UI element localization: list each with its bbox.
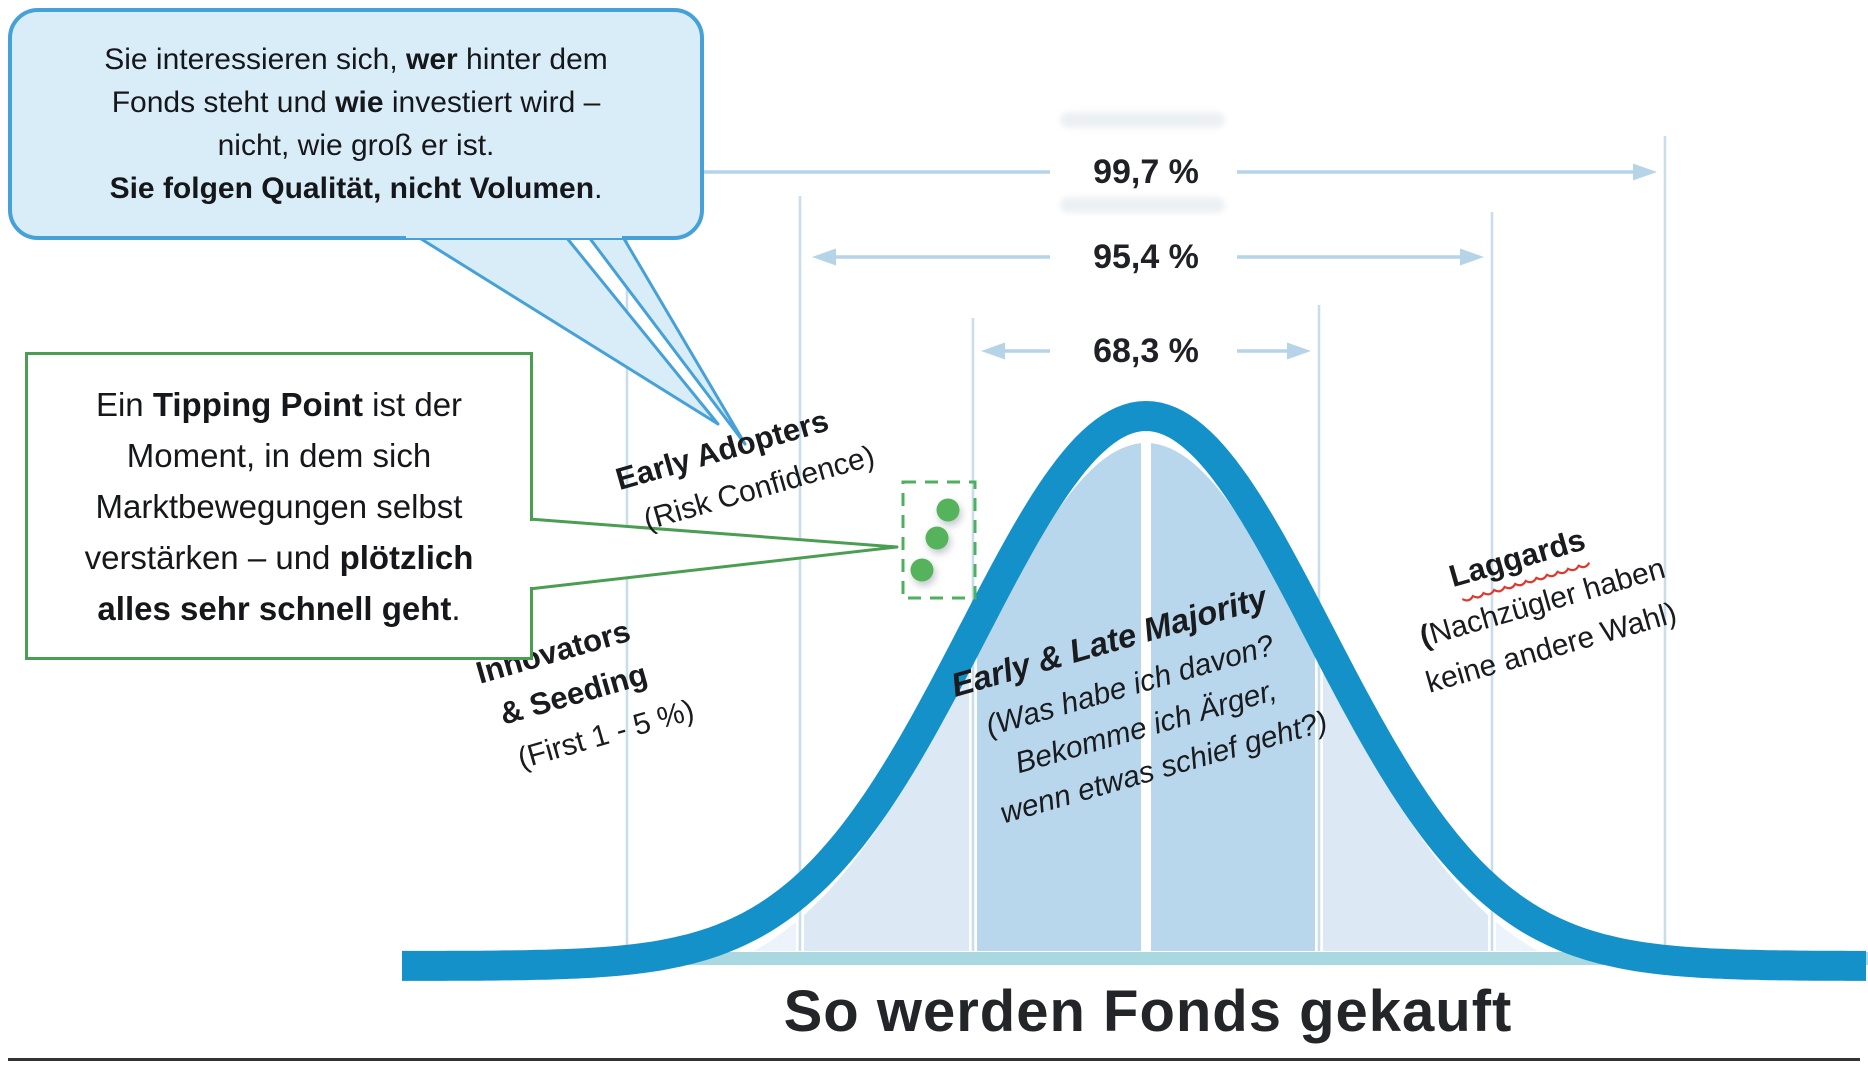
- arrow-left-head-icon: [981, 342, 1005, 360]
- spellcheck-squiggle-icon: [1461, 562, 1591, 602]
- percent-label: 95,4 %: [1093, 238, 1199, 276]
- seeding-dashed-box: [901, 480, 977, 600]
- tipping-line-2: Moment, in dem sich: [126, 436, 432, 474]
- early-adopters-label: Early Adopters(Risk Confidence): [612, 403, 878, 537]
- baseline-bar: [545, 952, 1868, 965]
- bell-curve: [402, 400, 1866, 981]
- percent-label: 68,3 %: [1093, 332, 1199, 370]
- arrow-right-head-icon: [1460, 248, 1484, 266]
- tipping-line-4: verstärken – und plötzlich: [84, 538, 474, 576]
- page-title: So werden Fonds gekauft: [783, 979, 1513, 1044]
- seed-dot-icon-1: [925, 526, 949, 550]
- arrow-right-head-icon: [1633, 163, 1657, 181]
- arrow-right-head-icon: [1287, 342, 1311, 360]
- tipping-point-box: Ein Tipping Point ist der Moment, in dem…: [25, 352, 533, 660]
- bubble-line-4: Sie folgen Qualität, nicht Volumen.: [109, 172, 603, 205]
- tipping-tail-seam: [526, 521, 533, 587]
- percent-marker-2: 68,3 %: [981, 332, 1311, 370]
- ghost-text-row-0: [1060, 112, 1225, 128]
- percent-marker-1: 95,4 %: [812, 238, 1484, 276]
- seed-dot-icon-2: [910, 558, 934, 582]
- seed-dot-icon-0: [936, 498, 960, 522]
- tipping-box-tail: [527, 517, 899, 591]
- tipping-line-1: Ein Tipping Point ist der: [95, 385, 463, 423]
- bubble-tail-seam: [406, 229, 622, 238]
- percent-label: 99,7 %: [1093, 153, 1199, 191]
- tipping-line-3: Marktbewegungen selbst: [95, 487, 463, 525]
- quality-speech-bubble: Sie interessieren sich, wer hinter dem F…: [8, 8, 704, 240]
- arrow-left-head-icon: [812, 248, 836, 266]
- bubble-line-1: Sie interessieren sich, wer hinter dem: [104, 43, 608, 76]
- tipping-line-5: alles sehr schnell geht.: [97, 589, 461, 627]
- bubble-line-2: Fonds steht und wie investiert wird –: [111, 86, 601, 119]
- bubble-line-3: nicht, wie groß er ist.: [217, 129, 495, 162]
- percent-marker-0: 99,7 %: [640, 153, 1657, 191]
- bottom-divider: [8, 1058, 1860, 1061]
- ghost-text-row-1: [1060, 197, 1225, 213]
